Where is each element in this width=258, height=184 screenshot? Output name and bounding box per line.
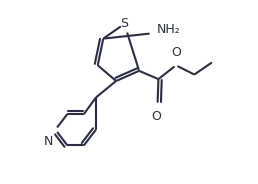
Text: O: O <box>171 46 181 59</box>
Text: N: N <box>43 135 53 148</box>
Text: NH₂: NH₂ <box>157 23 180 36</box>
Text: S: S <box>120 17 128 30</box>
Text: O: O <box>152 110 162 123</box>
